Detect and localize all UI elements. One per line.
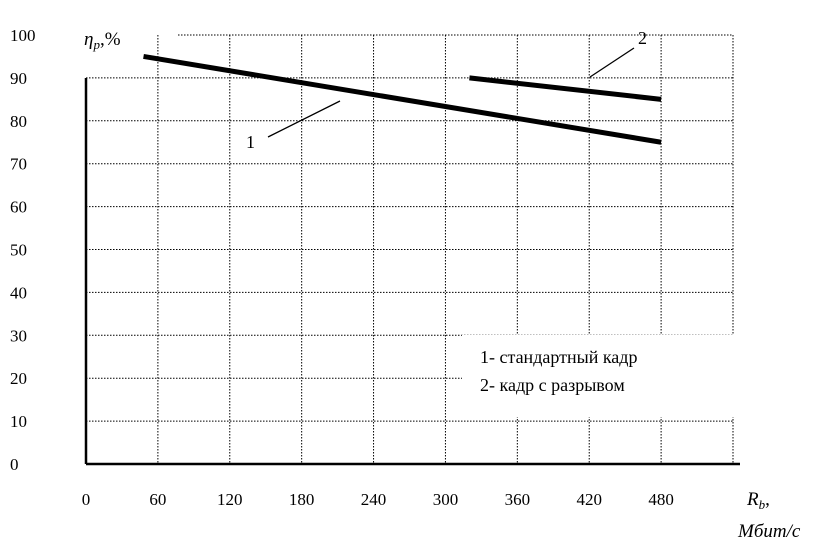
y-tick-label: 50 [10,241,27,260]
y-axis-unit: ,% [100,29,121,50]
y-tick-label: 90 [10,69,27,88]
axes [84,78,740,466]
x-axis-unit: Мбит/с [737,521,801,542]
x-tick-label: 180 [289,490,315,509]
legend-entry-2: 2- кадр с разрывом [480,375,625,395]
y-tick-label: 40 [10,283,27,302]
y-axis-symbol: η [84,29,93,50]
x-tick-label: 60 [149,490,166,509]
x-axis-symbol: R [746,489,759,510]
y-tick-label: 70 [10,155,27,174]
x-tick-label: 0 [82,490,91,509]
x-tick-label: 360 [505,490,531,509]
y-tick-label: 30 [10,326,27,345]
x-tick-label: 480 [648,490,674,509]
series-1-line [143,53,662,145]
series-lines [143,53,662,145]
x-tick-label: 420 [576,490,602,509]
series-1-callout: 1 [246,100,341,152]
series-1-leader-line [267,100,341,138]
series-2-callout: 2 [589,28,647,78]
y-tick-label: 0 [10,455,19,474]
y-tick-label: 20 [10,369,27,388]
y-tick-label: 100 [10,26,36,45]
series-2-callout-label: 2 [638,28,647,48]
x-axis-title: Rb, [746,489,770,512]
legend-entry-1: 1- стандартный кадр [480,347,637,367]
x-tick-label: 120 [217,490,243,509]
y-tick-label: 60 [10,198,27,217]
x-tick-label: 240 [361,490,387,509]
y-tick-label: 10 [10,412,27,431]
x-axis-subscript: b [759,497,766,512]
x-axis-comma: , [765,489,770,510]
tick-labels: 0 10 20 30 40 50 60 70 80 90 100 0 60 120 180 240 300 360… [10,26,674,509]
x-tick-label: 300 [433,490,459,509]
series-1-callout-label: 1 [246,132,255,152]
legend-background [462,335,737,417]
y-axis-subscript: p [92,37,100,52]
y-tick-label: 80 [10,112,27,131]
y-axis-title: ηp,% [84,29,121,52]
series-2-line [469,75,662,102]
legend: 1- стандартный кадр 2- кадр с разрывом [462,335,737,417]
series-2-leader-line [589,47,635,78]
